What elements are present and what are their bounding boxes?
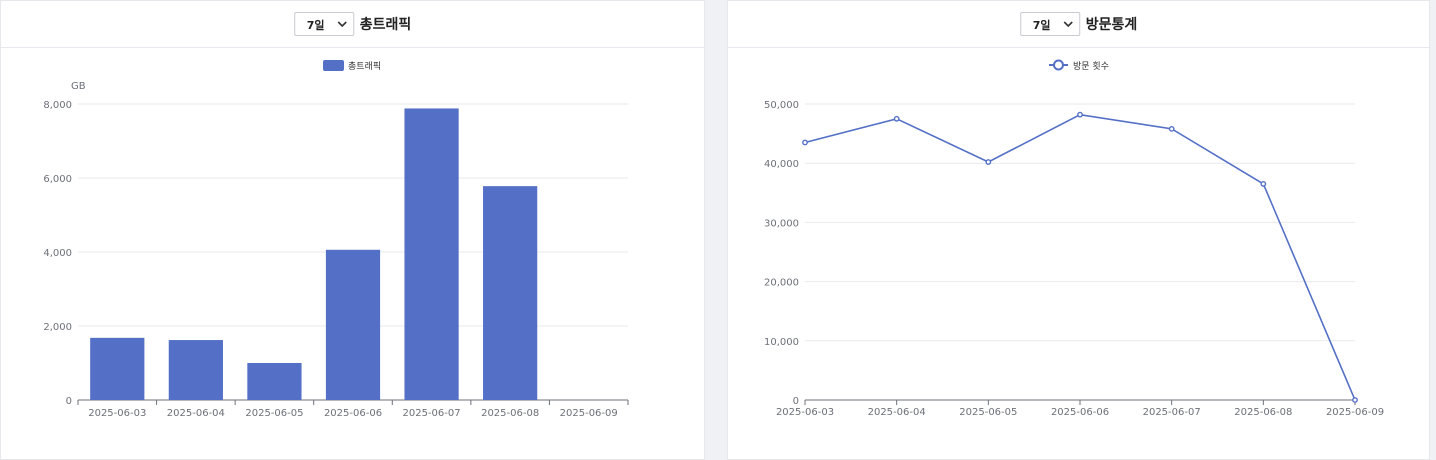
data-point: [802, 139, 808, 146]
bar: [90, 337, 145, 400]
chevron-down-icon: [337, 21, 347, 28]
bar: [404, 108, 459, 400]
data-point: [1352, 397, 1358, 403]
x-tick-label: 2025-06-04: [167, 408, 225, 419]
y-axis-label: GB: [71, 81, 86, 92]
legend-label: 총트래픽: [348, 61, 381, 72]
x-tick-label: 2025-06-06: [1051, 407, 1109, 418]
y-tick-label: 0: [793, 396, 799, 407]
traffic-period-value: 7일: [306, 19, 325, 32]
bar: [247, 363, 302, 400]
data-point: [1168, 125, 1175, 132]
y-tick-label: 50,000: [764, 100, 799, 111]
visits-panel-title: 방문통계: [1085, 17, 1138, 33]
y-tick-label: 30,000: [764, 218, 799, 229]
x-tick-label: 2025-06-09: [1326, 407, 1384, 418]
traffic-legend: 총트래픽: [323, 60, 381, 72]
x-tick-label: 2025-06-07: [403, 408, 461, 419]
legend-marker: [1053, 59, 1064, 71]
bar: [325, 249, 381, 400]
x-tick-label: 2025-06-09: [560, 408, 618, 419]
chevron-down-icon: [1063, 21, 1073, 28]
visits-legend: 방문 횟수: [1049, 59, 1109, 72]
x-tick-label: 2025-06-07: [1143, 407, 1201, 418]
y-tick-label: 6,000: [43, 174, 72, 185]
visits-panel-header: 7일 방문통계: [728, 1, 1429, 48]
traffic-panel: 7일 총트래픽 총트래픽 GB 0 2,000 4,000 6,000 8,000 2025-…: [0, 0, 705, 460]
legend-swatch: [323, 60, 344, 71]
bar: [483, 186, 538, 400]
visits-period-value: 7일: [1032, 19, 1051, 32]
legend-label: 방문 횟수: [1073, 60, 1109, 72]
y-tick-label: 8,000: [43, 100, 72, 111]
traffic-panel-header: 7일 총트래픽: [1, 1, 704, 48]
traffic-period-select[interactable]: 7일: [293, 12, 354, 36]
x-tick-label: 2025-06-04: [868, 407, 926, 418]
x-tick-label: 2025-06-06: [324, 408, 382, 419]
y-tick-label: 10,000: [764, 337, 799, 348]
data-point: [1260, 181, 1267, 187]
y-tick-label: 40,000: [764, 159, 799, 170]
x-tick-label: 2025-06-03: [776, 407, 834, 418]
x-tick-label: 2025-06-05: [245, 408, 303, 419]
bar: [168, 340, 223, 400]
x-tick-label: 2025-06-03: [88, 408, 146, 419]
traffic-bar-chart: 총트래픽 GB 0 2,000 4,000 6,000 8,000 2025-06-03 202…: [43, 60, 629, 419]
x-tick-label: 2025-06-05: [959, 407, 1017, 418]
data-point: [1077, 111, 1083, 118]
visits-period-select[interactable]: 7일: [1019, 12, 1080, 36]
visits-line-chart: 방문 횟수 0 10,000 20,000 30,000 40,000 50,000 2025…: [764, 59, 1384, 418]
data-point: [893, 115, 900, 122]
x-tick-label: 2025-06-08: [481, 408, 539, 419]
traffic-panel-title: 총트래픽: [359, 17, 412, 33]
y-tick-label: 20,000: [764, 278, 799, 289]
x-tick-label: 2025-06-08: [1234, 407, 1292, 418]
data-point: [985, 159, 992, 165]
y-tick-label: 4,000: [43, 248, 72, 259]
series-line: [804, 113, 1356, 401]
y-tick-label: 0: [66, 396, 72, 407]
y-tick-label: 2,000: [43, 322, 72, 333]
visits-panel: 7일 방문통계 방문 횟수 0 10,000 20,000 30,000 40,000 50…: [727, 0, 1430, 460]
